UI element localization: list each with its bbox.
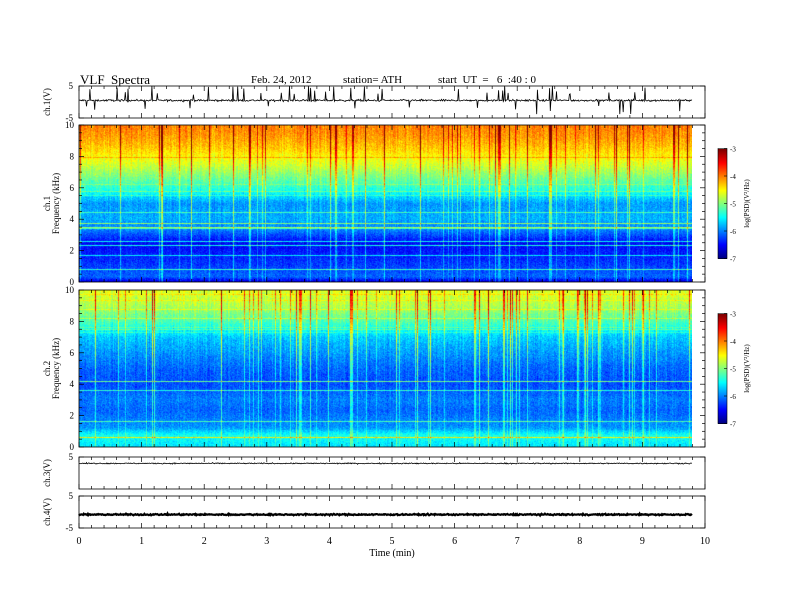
ch3-waveform-x-ticks <box>78 457 706 489</box>
ch2-spectrogram-colorbar-tick-4: -7 <box>730 421 736 429</box>
chart-title: VLF Spectra <box>80 72 151 87</box>
ch2-spectrogram-ytick-label-0: 0 <box>70 442 75 452</box>
ch1-spectrogram-ylabel-channel: ch.1 <box>42 196 52 211</box>
ch2-spectrogram-ytick-label-2: 4 <box>70 379 75 389</box>
start-time-label: start UT = 6 :40 : 0 <box>438 74 536 86</box>
ch2-spectrogram-ytick-label-5: 10 <box>65 285 75 295</box>
ch1-spectrogram-ytick-label-5: 10 <box>65 120 75 130</box>
ch4-waveform-x-ticks <box>78 496 706 528</box>
ch4-waveform-ylabel: ch.4(V) <box>42 498 52 526</box>
ch1-spectrogram-ytick-label-4: 8 <box>70 151 75 161</box>
ch2-spectrogram-heatmap <box>79 290 692 447</box>
x-tick-label-10: 10 <box>700 536 710 547</box>
ch1-spectrogram-ylabel-freq: Frequency (kHz) <box>51 173 61 234</box>
ch2-spectrogram-colorbar-tick-1: -4 <box>730 338 736 346</box>
ch1-spectrogram-ytick-label-0: 0 <box>70 277 75 287</box>
ch1-waveform-ylabel: ch.1(V) <box>42 88 52 116</box>
ch2-spectrogram-ytick-label-1: 2 <box>70 411 75 421</box>
x-tick-label-4: 4 <box>327 536 332 547</box>
ch1-spectrogram-colorbar <box>718 148 727 259</box>
ch1-waveform-ytick-label-0: 5 <box>69 81 74 91</box>
ch1-waveform-ytick-label-1: -5 <box>66 113 74 123</box>
x-tick-label-3: 3 <box>264 536 269 547</box>
ch2-spectrogram-ytick-label-4: 8 <box>70 316 75 326</box>
ch1-spectrogram-heatmap-canvas <box>79 125 692 282</box>
ch2-spectrogram-ylabel-freq: Frequency (kHz) <box>51 338 61 399</box>
x-tick-label-9: 9 <box>640 536 645 547</box>
ch1-spectrogram-ytick-label-2: 4 <box>70 214 75 224</box>
x-tick-label-8: 8 <box>577 536 582 547</box>
ch4-waveform-ytick-label-1: -5 <box>66 523 74 533</box>
ch2-spectrogram-ylabel-channel: ch.2 <box>42 361 52 376</box>
ch2-spectrogram-colorbar-tick-2: -5 <box>730 366 736 374</box>
ch1-waveform-trace <box>78 85 693 115</box>
ch1-spectrogram-ytick-label-1: 2 <box>70 246 75 256</box>
ch2-spectrogram-colorbar-canvas <box>718 313 727 424</box>
ch1-spectrogram-heatmap <box>79 125 692 282</box>
ch4-waveform-ytick-label-0: 5 <box>69 491 74 501</box>
ch3-waveform-trace <box>78 461 693 465</box>
ch4-waveform-trace <box>78 511 693 518</box>
x-tick-label-2: 2 <box>202 536 207 547</box>
ch1-spectrogram-colorbar-tick-2: -5 <box>730 201 736 209</box>
ch3-waveform-ytick-label-0: 5 <box>69 452 74 462</box>
station-label: station= ATH <box>343 74 403 86</box>
ch2-spectrogram-heatmap-canvas <box>79 290 692 447</box>
ch1-spectrogram-colorbar-canvas <box>718 148 727 259</box>
x-tick-label-7: 7 <box>515 536 520 547</box>
ch1-spectrogram-colorbar-tick-4: -7 <box>730 256 736 264</box>
x-tick-label-0: 0 <box>77 536 82 547</box>
x-tick-label-1: 1 <box>139 536 144 547</box>
ch3-waveform-ylabel: ch.3(V) <box>42 459 52 487</box>
x-tick-label-6: 6 <box>452 536 457 547</box>
date-label: Feb. 24, 2012 <box>251 74 312 86</box>
ch2-spectrogram-ytick-label-3: 6 <box>70 348 75 358</box>
ch1-spectrogram-ytick-label-3: 6 <box>70 183 75 193</box>
ch2-spectrogram-x-ticks <box>78 290 706 447</box>
ch2-spectrogram-colorbar <box>718 313 727 424</box>
x-axis-label: Time (min) <box>369 548 414 559</box>
ch2-spectrogram-colorbar-tick-0: -3 <box>730 311 736 319</box>
x-tick-label-5: 5 <box>390 536 395 547</box>
ch1-spectrogram-x-ticks <box>78 125 706 282</box>
ch2-spectrogram-colorbar-tick-3: -6 <box>730 393 736 401</box>
ch1-spectrogram-colorbar-tick-3: -6 <box>730 228 736 236</box>
ch1-spectrogram-colorbar-label: log(PSD)(V²/Hz) <box>743 179 751 228</box>
ch2-spectrogram-colorbar-label: log(PSD)(V²/Hz) <box>743 344 751 393</box>
ch1-spectrogram-colorbar-tick-0: -3 <box>730 146 736 154</box>
ch1-spectrogram-colorbar-tick-1: -4 <box>730 173 736 181</box>
ch1-waveform-x-ticks <box>78 86 706 118</box>
